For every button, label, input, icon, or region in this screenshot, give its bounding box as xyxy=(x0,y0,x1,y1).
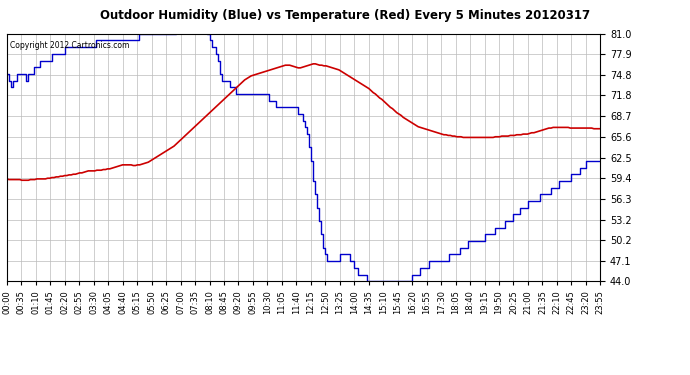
Text: Copyright 2012 Cartronics.com: Copyright 2012 Cartronics.com xyxy=(10,41,129,50)
Text: Outdoor Humidity (Blue) vs Temperature (Red) Every 5 Minutes 20120317: Outdoor Humidity (Blue) vs Temperature (… xyxy=(100,9,590,22)
